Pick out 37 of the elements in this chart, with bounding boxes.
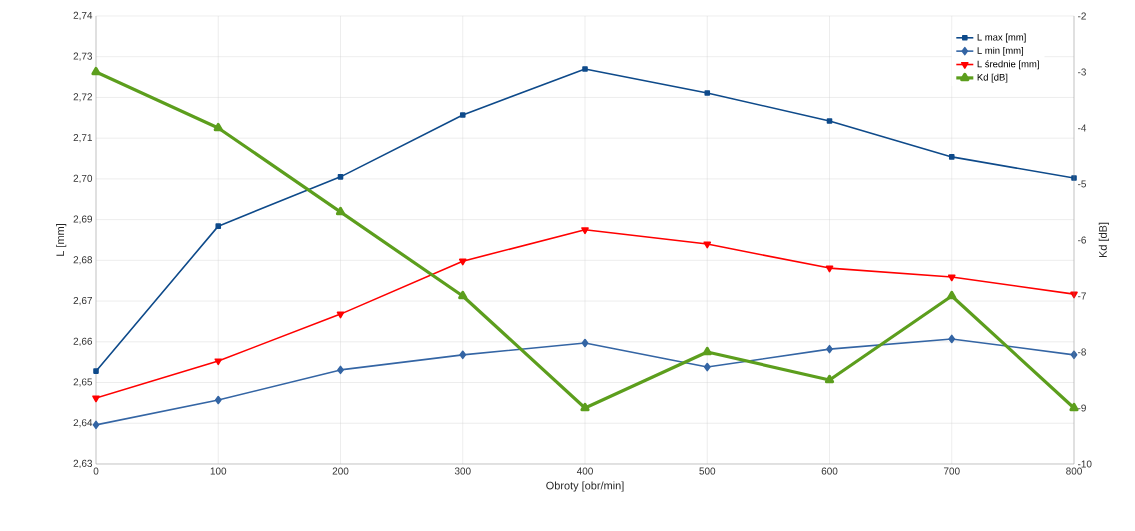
x-tick-label: 200 [332, 467, 349, 475]
y-tick-label: 2,74 [73, 11, 93, 21]
y2-tick-label: -2 [1077, 12, 1086, 20]
y2-tick-label: -8 [1077, 348, 1086, 356]
legend-label: L średnie [mm] [977, 60, 1039, 70]
y-tick-label: 2,71 [73, 134, 93, 143]
y-tick-label: 2,64 [73, 419, 93, 428]
x-tick-label: 0 [93, 467, 99, 475]
legend-label: L max [mm] [977, 33, 1026, 43]
x-tick-label: 500 [699, 467, 716, 475]
y2-axis-title: Kd [dB] [1098, 222, 1109, 258]
y-tick-label: 2,72 [73, 93, 92, 102]
y-tick-label: 2,65 [73, 378, 93, 387]
y-tick-label: 2,68 [73, 256, 93, 265]
y-tick-label: 2,63 [73, 459, 93, 469]
x-tick-label: 100 [210, 467, 227, 475]
y-tick-label: 2,66 [73, 337, 93, 346]
x-axis-title: Obroty [obr/min] [546, 481, 624, 492]
y-tick-label: 2,67 [73, 296, 92, 306]
x-tick-label: 800 [1066, 467, 1082, 475]
y2-tick-label: -9 [1077, 404, 1086, 412]
y-axis-title: L [mm] [56, 224, 67, 256]
y2-tick-label: -6 [1077, 236, 1086, 244]
y-tick-label: 2,70 [73, 174, 93, 184]
x-tick-label: 700 [943, 467, 960, 475]
y2-tick-label: -5 [1077, 180, 1086, 188]
y2-tick-label: -4 [1077, 124, 1087, 132]
y2-tick-label: -3 [1077, 68, 1086, 76]
legend-label: Kd [dB] [977, 73, 1008, 83]
x-tick-label: 300 [454, 467, 471, 475]
x-tick-label: 400 [576, 467, 593, 475]
y-tick-label: 2,69 [73, 215, 93, 224]
x-tick-label: 600 [821, 467, 838, 475]
y-tick-label: 2,73 [73, 52, 93, 61]
legend-label: L min [mm] [977, 46, 1024, 56]
y2-tick-label: -10 [1077, 460, 1092, 468]
y2-tick-label: -7 [1077, 292, 1086, 300]
